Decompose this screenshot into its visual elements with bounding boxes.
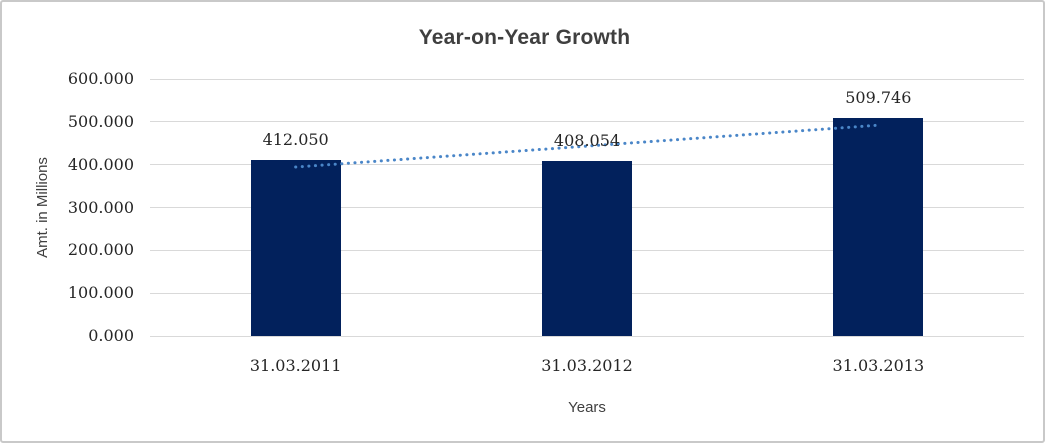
bar-31.03.2013: [833, 117, 924, 336]
y-tick-label: 0.000: [88, 326, 134, 345]
x-tick-label: 31.03.2011: [249, 356, 342, 375]
y-tick-label: 600.000: [67, 69, 134, 88]
bar-value-label: 408.054: [553, 131, 621, 151]
bar-value-label: 509.746: [845, 87, 912, 107]
x-tick-label: 31.03.2012: [541, 356, 633, 375]
y-tick-label: 100.000: [67, 283, 134, 303]
gridline: [150, 78, 1024, 80]
bar-31.03.2011: [250, 159, 341, 336]
x-tick-label: 31.03.2013: [832, 356, 925, 375]
gridline: [150, 335, 1024, 337]
gridline: [150, 121, 1024, 123]
bar-31.03.2012: [542, 161, 632, 336]
y-tick-label: 500.000: [67, 111, 134, 131]
plot-area: 412.050 408.054 509.746: [150, 78, 1024, 337]
y-tick-label: 300.000: [67, 197, 134, 217]
y-tick-label: 200.000: [67, 240, 134, 260]
x-axis-title: Years: [568, 399, 606, 416]
bar-value-label: 412.050: [262, 129, 329, 149]
chart-title: Year-on-Year Growth: [418, 26, 631, 49]
y-tick-label: 400.000: [67, 154, 134, 174]
